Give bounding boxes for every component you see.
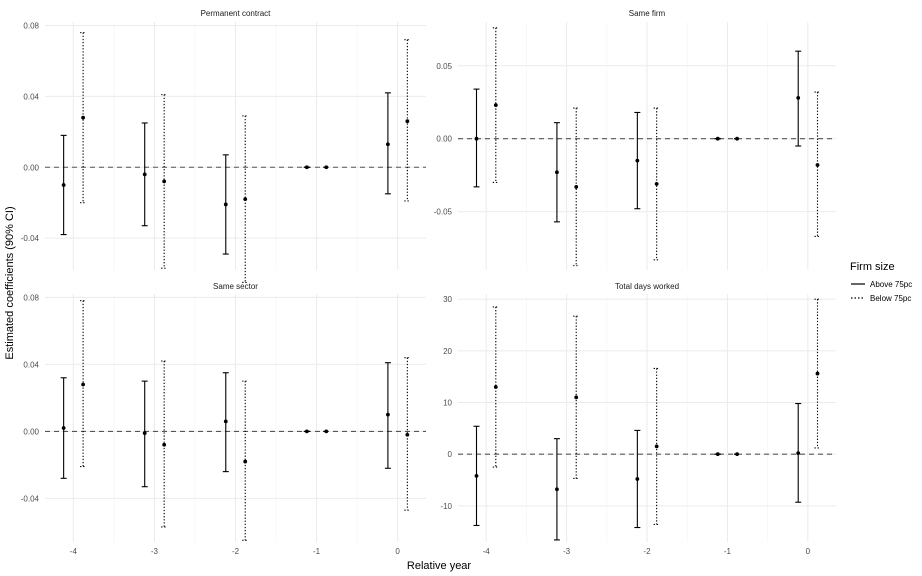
point-estimate-below-75pc [243,459,248,464]
y-tick-label: 0.04 [23,360,39,369]
y-tick-label: 0.00 [23,163,39,172]
point-estimate-below-75pc [493,385,498,389]
point-estimate-above-75pc [635,477,640,481]
point-estimate-above-75pc [223,202,228,207]
x-tick-label: -4 [483,547,491,556]
point-estimate-above-75pc [304,429,309,434]
point-estimate-below-75pc [324,429,329,434]
y-tick-label: -0.05 [434,208,453,217]
panel-title: Same sector [213,282,258,291]
x-tick-label: -3 [563,547,571,556]
point-estimate-below-75pc [162,179,167,184]
legend-label-above-75pc: Above 75pc [870,280,912,289]
panel-0: Permanent contract -0.04 0.00 0.04 0.08 [21,9,426,283]
point-estimate-above-75pc [796,451,801,456]
y-tick-label: -0.04 [21,494,40,503]
panel-title: Same firm [629,9,666,18]
point-estimate-below-75pc [405,432,410,437]
y-tick-label: 0 [448,450,453,459]
y-tick-label: 0.00 [436,135,452,144]
x-tick-label: -2 [232,547,240,556]
point-estimate-below-75pc [574,395,579,400]
y-tick-label: 0.00 [23,427,39,436]
point-estimate-below-75pc [81,382,85,387]
y-tick-label: 10 [443,399,452,408]
point-estimate-above-75pc [635,158,640,163]
point-estimate-above-75pc [61,183,66,187]
panel-title: Total days worked [615,282,679,291]
x-tick-label: 0 [395,547,400,556]
y-tick-label: 20 [443,347,452,356]
point-estimate-above-75pc [142,172,147,177]
point-estimate-above-75pc [142,431,147,435]
panel-title: Permanent contract [201,9,272,18]
point-estimate-above-75pc [715,136,720,141]
point-estimate-above-75pc [474,473,479,478]
point-estimate-above-75pc [386,142,390,147]
point-estimate-above-75pc [715,452,720,457]
x-tick-label: -1 [313,547,321,556]
point-estimate-above-75pc [61,426,66,430]
legend-title: Firm size [850,261,895,273]
point-estimate-above-75pc [555,170,559,175]
y-tick-label: 0.04 [23,92,39,101]
point-estimate-above-75pc [555,487,559,492]
point-estimate-below-75pc [81,115,85,120]
y-axis-label: Estimated coefficients (90% CI) [4,206,16,359]
point-estimate-below-75pc [324,165,329,170]
point-estimate-above-75pc [386,412,390,417]
x-tick-label: 0 [806,547,811,556]
point-estimate-below-75pc [815,163,820,167]
point-estimate-above-75pc [304,165,309,170]
point-estimate-below-75pc [405,119,410,124]
x-tick-label: -1 [724,547,732,556]
point-estimate-below-75pc [815,371,820,376]
x-tick-label: -2 [643,547,651,556]
point-estimate-below-75pc [735,452,739,457]
y-tick-label: 0.08 [23,22,39,31]
y-tick-label: -0.04 [21,234,40,243]
point-estimate-below-75pc [735,136,739,141]
point-estimate-below-75pc [574,184,579,189]
y-tick-label: 30 [443,295,452,304]
point-estimate-below-75pc [493,103,498,108]
point-estimate-below-75pc [654,182,659,186]
x-axis-label: Relative year [407,560,472,572]
point-estimate-below-75pc [243,197,248,202]
point-estimate-above-75pc [796,95,801,100]
x-tick-label: -4 [70,547,78,556]
y-tick-label: -10 [440,502,452,511]
point-estimate-above-75pc [474,136,479,141]
x-tick-label: -3 [151,547,159,556]
y-tick-label: 0.08 [23,293,39,302]
legend: Firm size Above 75pc Below 75pc [850,261,912,303]
point-estimate-below-75pc [162,442,167,447]
point-estimate-below-75pc [654,444,659,449]
y-tick-label: 0.05 [436,62,452,71]
panel-2: Same sector -4 -3 -2 -1 0 -0.04 0.00 0.04 0.08 [21,282,426,556]
legend-label-below-75pc: Below 75pc [870,294,911,303]
panel-1: Same firm -0.05 0.00 0.05 [434,9,836,270]
point-estimate-above-75pc [223,419,228,424]
panels: Permanent contract-0.040.000.040.08Same … [21,9,836,556]
